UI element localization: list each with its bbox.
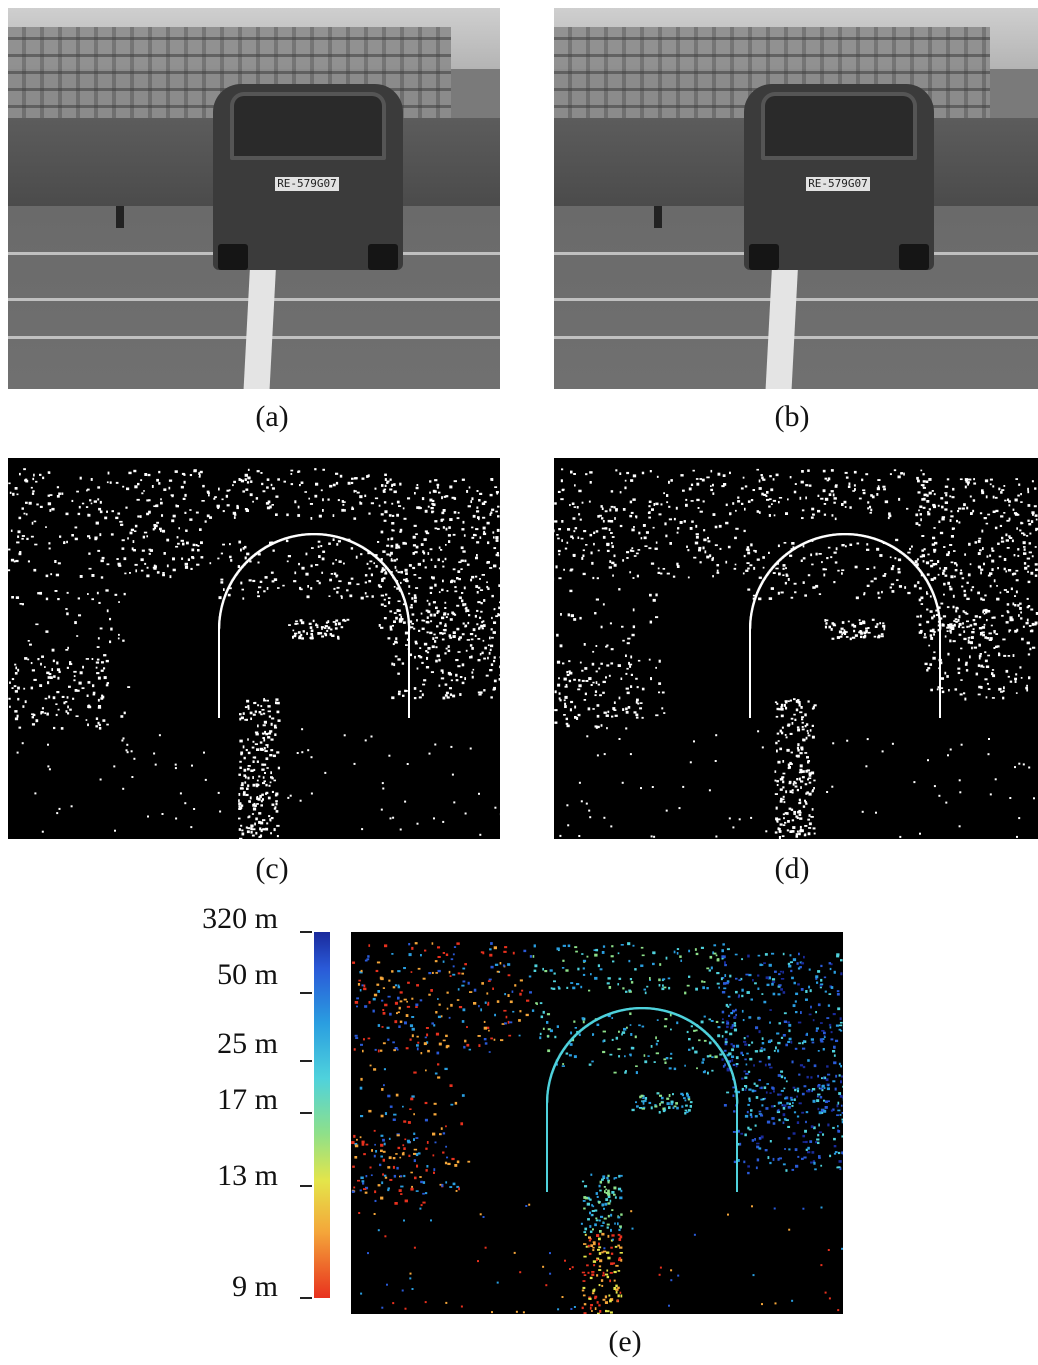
left-stereo-image: RE-579G07 [8, 8, 500, 389]
left-edge-points [8, 468, 500, 839]
caption-a: (a) [255, 400, 289, 433]
depth-colorbar [314, 932, 330, 1298]
colorbar-label: 25 m [217, 1027, 278, 1060]
right-wheel [368, 244, 398, 270]
colorbar-tick [300, 931, 312, 933]
right-wheel [899, 244, 929, 270]
rear-window [230, 92, 386, 160]
colorbar-label: 17 m [217, 1083, 278, 1116]
colorbar-tick [300, 1112, 312, 1114]
right-stereo-image: RE-579G07 [554, 8, 1038, 389]
colorbar-label: 13 m [217, 1159, 278, 1192]
parking-line [554, 335, 1038, 339]
left-wheel [218, 244, 248, 270]
left-wheel [749, 244, 779, 270]
depth-map [351, 932, 843, 1314]
bollard [654, 206, 662, 228]
rear-window [761, 92, 917, 160]
colorbar-label: 320 m [202, 902, 278, 935]
caption-c: (c) [255, 852, 289, 885]
bollard [116, 206, 124, 228]
depth-points [351, 942, 843, 1314]
colorbar-tick [300, 1185, 312, 1187]
license-plate: RE-579G07 [275, 177, 339, 191]
caption-b: (b) [774, 400, 810, 433]
caption-d: (d) [774, 852, 810, 885]
left-edge-map [8, 458, 500, 839]
right-edge-map [554, 458, 1038, 839]
caption-e: (e) [608, 1325, 642, 1358]
license-plate: RE-579G07 [806, 177, 870, 191]
colorbar-label: 50 m [217, 958, 278, 991]
colorbar-label: 9 m [232, 1270, 278, 1303]
colorbar-tick [300, 992, 312, 994]
colorbar-tick [300, 1060, 312, 1062]
right-edge-points [554, 468, 1038, 839]
colorbar-tick [300, 1297, 312, 1299]
